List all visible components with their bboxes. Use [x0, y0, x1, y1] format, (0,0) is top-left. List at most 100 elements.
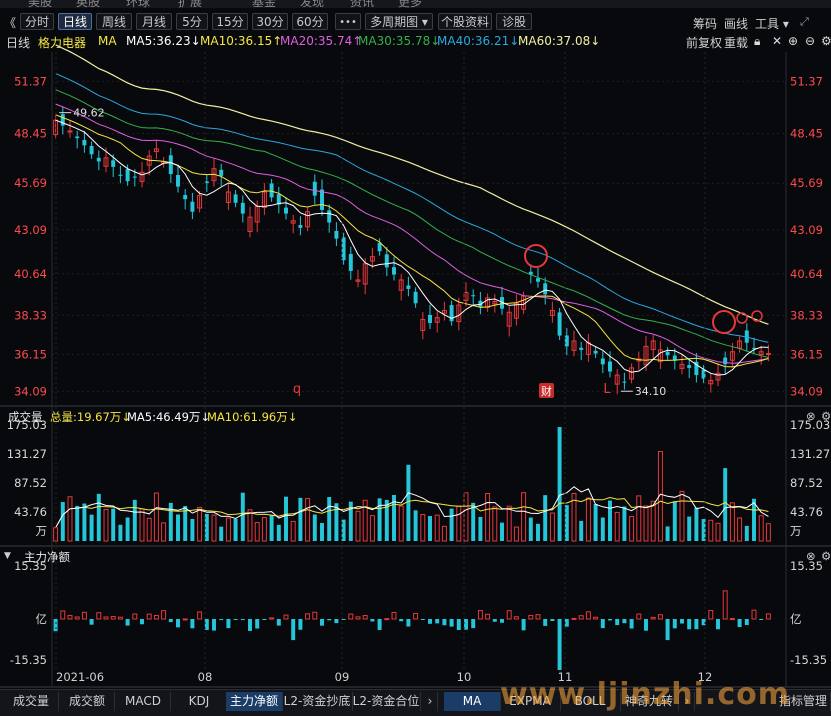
- volume-bar-down: [687, 516, 692, 541]
- flow-bar-negative: [521, 619, 526, 631]
- volume-bar-up: [290, 520, 296, 542]
- flow-bar-negative: [687, 619, 692, 630]
- flow-bar-positive: [60, 610, 66, 620]
- close-volume-icon[interactable]: ⊗: [806, 409, 816, 423]
- close-flow-icon[interactable]: ⊗: [806, 549, 816, 563]
- candle-up: [657, 349, 663, 363]
- candle-up: [247, 216, 253, 232]
- volume-tick-left: 万: [36, 524, 48, 538]
- period-tab-fenshi[interactable]: 分时: [20, 13, 54, 30]
- date-tick: 2021-06: [56, 670, 104, 684]
- period-tab-5min[interactable]: 5分: [176, 13, 208, 30]
- volume-bar-up: [585, 497, 591, 542]
- lock-icon[interactable]: 🔒︎: [754, 34, 761, 48]
- top-nav-item[interactable]: 发现: [300, 0, 325, 8]
- volume-bar-down: [132, 499, 137, 541]
- top-nav-item[interactable]: 扩展: [178, 0, 203, 8]
- period-tab-30min[interactable]: 30分: [252, 13, 288, 30]
- top-nav-item[interactable]: 基金: [252, 0, 277, 8]
- ma60-value: MA60:37.08↓: [518, 34, 601, 48]
- date-tick: 09: [335, 670, 350, 684]
- top-nav-item[interactable]: 资讯: [350, 0, 375, 8]
- period-tab-monthly[interactable]: 月线: [136, 13, 172, 30]
- top-nav-item[interactable]: 英股: [76, 0, 101, 8]
- candle-down: [413, 291, 418, 304]
- volume-bar-down: [752, 498, 756, 541]
- tab-ma[interactable]: MA: [444, 692, 501, 711]
- volume-bar-down: [593, 503, 598, 541]
- top-nav-item[interactable]: 美股: [28, 0, 53, 8]
- tab-magic-nine[interactable]: 神奇九转: [620, 692, 679, 711]
- zoom-in-icon[interactable]: ⊕: [788, 34, 799, 48]
- back-icon[interactable]: 《: [4, 16, 17, 30]
- flow-bar-positive: [117, 616, 123, 620]
- volume-bar-up: [679, 490, 685, 542]
- price-tick-right: 45.69: [790, 176, 823, 190]
- flow-bar-negative: [543, 619, 548, 626]
- stock-chart[interactable]: 51.37 51.37 48.45 48.45 45.69 45.69 43.09 43.09…: [0, 0, 831, 689]
- flow-settings-icon[interactable]: ⚙: [821, 549, 831, 563]
- settings-gear-icon[interactable]: ⚙: [821, 34, 831, 48]
- flow-title[interactable]: 主力净额: [24, 550, 70, 564]
- period-tab-weekly[interactable]: 周线: [96, 13, 132, 30]
- volume-bar-down: [672, 501, 677, 541]
- flow-bar-negative: [89, 619, 94, 625]
- stock-name: 格力电器: [38, 36, 87, 50]
- tabs-scroll-right-icon-2[interactable]: ›: [680, 692, 695, 711]
- tabs-scroll-right-icon[interactable]: ›: [423, 692, 438, 711]
- candle-down: [96, 157, 101, 162]
- volume-bar-up: [53, 527, 59, 542]
- draw-line-button[interactable]: 画线: [724, 17, 749, 31]
- tab-l2-bottom[interactable]: L2-资金抄底: [282, 692, 353, 711]
- flow-bar-positive: [513, 616, 519, 620]
- top-nav-item[interactable]: 环球: [126, 0, 151, 8]
- volume-bar-down: [298, 497, 303, 541]
- forward-adjust-button[interactable]: 前复权: [686, 36, 723, 50]
- tab-volume[interactable]: 成交量: [4, 692, 59, 711]
- zoom-out-icon[interactable]: ⊖: [805, 34, 816, 48]
- volume-settings-icon[interactable]: ⚙: [821, 409, 831, 423]
- tab-main-net-flow[interactable]: 主力净额: [226, 692, 283, 711]
- stock-profile-button[interactable]: 个股资料: [438, 13, 492, 30]
- candle-down: [701, 369, 706, 379]
- candle-down: [327, 210, 332, 223]
- volume-bar-up: [369, 515, 375, 542]
- tab-l2-position[interactable]: L2-资金合位: [352, 692, 421, 711]
- flow-bar-positive: [413, 612, 419, 620]
- volume-bar-up: [197, 506, 203, 542]
- top-nav-item[interactable]: 更多: [398, 0, 423, 8]
- volume-title[interactable]: 成交量: [8, 410, 43, 424]
- tab-boll[interactable]: BOLL: [560, 692, 621, 711]
- flow-bar-positive: [585, 611, 591, 620]
- period-tab-daily[interactable]: 日线: [58, 13, 92, 30]
- flow-tick-left: 亿: [36, 612, 48, 626]
- flow-bar-negative: [550, 619, 555, 622]
- tab-kdj[interactable]: KDJ: [172, 692, 227, 711]
- candle-down: [384, 254, 389, 268]
- expand-icon[interactable]: ⤢: [800, 15, 809, 28]
- ma10-line: [55, 114, 769, 368]
- flow-bar-positive: [391, 611, 397, 620]
- volume-bar-down: [478, 516, 483, 541]
- flow-bar-negative: [701, 619, 706, 626]
- reload-button[interactable]: 重载: [724, 36, 749, 50]
- candle-up: [441, 309, 447, 314]
- chips-button[interactable]: 筹码: [693, 17, 718, 31]
- tab-macd[interactable]: MACD: [116, 692, 171, 711]
- multi-period-dropdown[interactable]: 多周期图 ▾: [365, 13, 433, 30]
- tools-dropdown[interactable]: 工具 ▾: [755, 17, 789, 31]
- candle-up: [679, 363, 685, 369]
- close-circle-icon[interactable]: ✕: [772, 34, 783, 48]
- more-periods-button[interactable]: •••: [335, 13, 361, 30]
- tab-expma[interactable]: EXPMA: [500, 692, 561, 711]
- period-tab-60min[interactable]: 60分: [292, 13, 328, 30]
- flow-bar-negative: [449, 619, 454, 627]
- price-tick-right: 40.64: [790, 267, 823, 281]
- volume-bar-down: [183, 505, 188, 541]
- period-tab-15min[interactable]: 15分: [212, 13, 248, 30]
- collapse-triangle-icon[interactable]: ▼: [4, 551, 11, 561]
- candle-down: [219, 169, 224, 176]
- flow-bar-positive: [636, 613, 642, 620]
- diagnose-button[interactable]: 诊股: [496, 13, 532, 30]
- tab-turnover[interactable]: 成交额: [60, 692, 115, 711]
